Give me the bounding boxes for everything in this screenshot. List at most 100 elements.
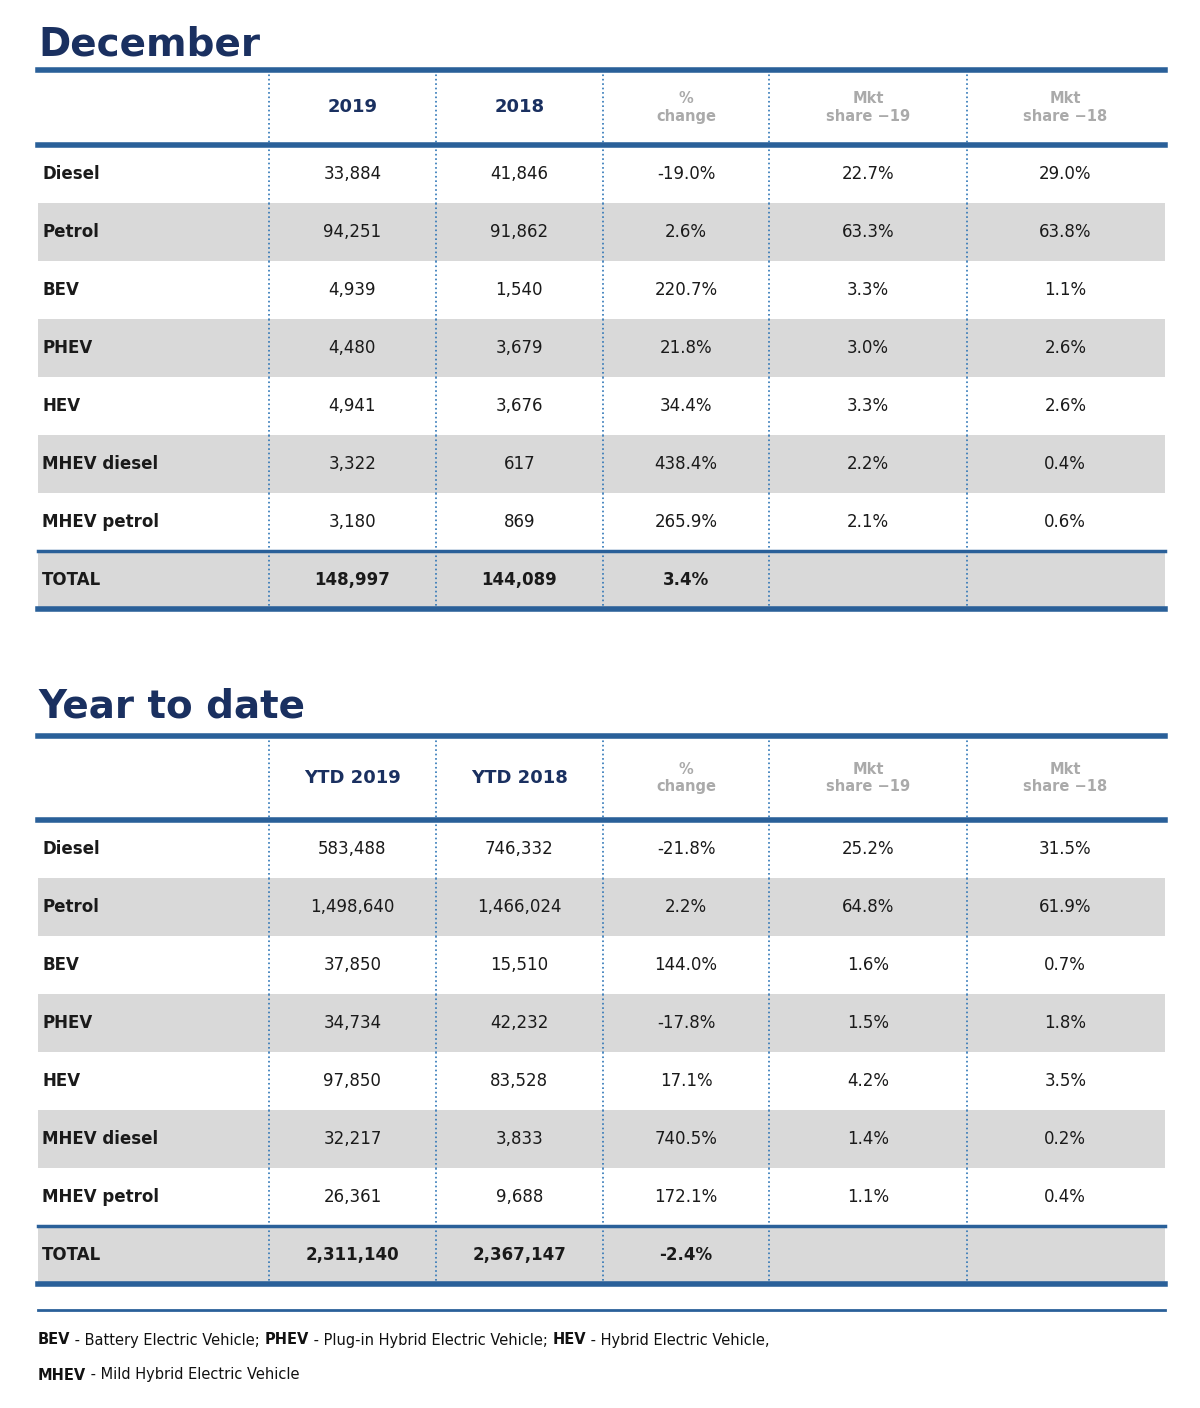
Text: 1.6%: 1.6% — [847, 956, 889, 974]
Text: 9,688: 9,688 — [496, 1188, 542, 1207]
Text: 4,939: 4,939 — [329, 282, 376, 298]
Text: 3,322: 3,322 — [329, 455, 377, 473]
Text: BEV: BEV — [42, 282, 79, 298]
Text: 31.5%: 31.5% — [1039, 841, 1092, 857]
Text: 26,361: 26,361 — [323, 1188, 382, 1207]
Text: 3.4%: 3.4% — [662, 572, 709, 589]
Text: - Mild Hybrid Electric Vehicle: - Mild Hybrid Electric Vehicle — [86, 1367, 300, 1383]
Text: MHEV: MHEV — [38, 1367, 86, 1383]
Text: 3.3%: 3.3% — [847, 397, 889, 415]
Text: Year to date: Year to date — [38, 687, 305, 725]
Text: -17.8%: -17.8% — [656, 1014, 715, 1032]
Text: 4.2%: 4.2% — [847, 1071, 889, 1090]
Text: 2,367,147: 2,367,147 — [473, 1246, 566, 1264]
Text: 3,676: 3,676 — [496, 397, 542, 415]
Text: 220.7%: 220.7% — [654, 282, 718, 298]
Text: HEV: HEV — [42, 397, 80, 415]
Text: 21.8%: 21.8% — [660, 339, 713, 358]
Text: Diesel: Diesel — [42, 165, 100, 183]
Text: 3.0%: 3.0% — [847, 339, 889, 358]
Text: - Battery Electric Vehicle;: - Battery Electric Vehicle; — [71, 1332, 265, 1347]
Text: 91,862: 91,862 — [490, 222, 548, 241]
Text: 3.5%: 3.5% — [1044, 1071, 1086, 1090]
Text: 2.2%: 2.2% — [847, 455, 889, 473]
Text: MHEV diesel: MHEV diesel — [42, 1131, 158, 1148]
Text: 2,311,140: 2,311,140 — [306, 1246, 400, 1264]
Text: 63.8%: 63.8% — [1039, 222, 1092, 241]
Text: 37,850: 37,850 — [324, 956, 382, 974]
Text: 4,941: 4,941 — [329, 397, 376, 415]
Text: 2.6%: 2.6% — [1044, 397, 1086, 415]
Text: 2.2%: 2.2% — [665, 898, 707, 917]
Text: YTD 2019: YTD 2019 — [304, 769, 401, 787]
Text: -21.8%: -21.8% — [656, 841, 715, 857]
Text: YTD 2018: YTD 2018 — [470, 769, 568, 787]
Text: 1.1%: 1.1% — [1044, 282, 1086, 298]
Text: 0.6%: 0.6% — [1044, 513, 1086, 531]
Text: 740.5%: 740.5% — [654, 1131, 718, 1148]
Text: 0.4%: 0.4% — [1044, 455, 1086, 473]
Text: TOTAL: TOTAL — [42, 1246, 101, 1264]
Text: 746,332: 746,332 — [485, 841, 553, 857]
Text: 438.4%: 438.4% — [654, 455, 718, 473]
Text: 1,466,024: 1,466,024 — [476, 898, 562, 917]
Text: MHEV petrol: MHEV petrol — [42, 513, 158, 531]
Text: 29.0%: 29.0% — [1039, 165, 1092, 183]
Text: 94,251: 94,251 — [323, 222, 382, 241]
Text: Petrol: Petrol — [42, 222, 98, 241]
Text: 34.4%: 34.4% — [660, 397, 713, 415]
Text: TOTAL: TOTAL — [42, 572, 101, 589]
Text: 869: 869 — [504, 513, 535, 531]
Text: 64.8%: 64.8% — [842, 898, 894, 917]
Text: 1.8%: 1.8% — [1044, 1014, 1086, 1032]
Text: 83,528: 83,528 — [490, 1071, 548, 1090]
Text: 97,850: 97,850 — [324, 1071, 382, 1090]
Text: 1.5%: 1.5% — [847, 1014, 889, 1032]
Text: 0.2%: 0.2% — [1044, 1131, 1086, 1148]
Text: 583,488: 583,488 — [318, 841, 386, 857]
Text: PHEV: PHEV — [265, 1332, 310, 1347]
Text: 4,480: 4,480 — [329, 339, 376, 358]
Text: 0.7%: 0.7% — [1044, 956, 1086, 974]
Text: 2.1%: 2.1% — [847, 513, 889, 531]
Text: - Hybrid Electric Vehicle,: - Hybrid Electric Vehicle, — [587, 1332, 770, 1347]
Text: 3,180: 3,180 — [329, 513, 377, 531]
Text: 34,734: 34,734 — [323, 1014, 382, 1032]
Text: MHEV diesel: MHEV diesel — [42, 455, 158, 473]
Text: 2.6%: 2.6% — [1044, 339, 1086, 358]
Text: 61.9%: 61.9% — [1039, 898, 1092, 917]
Text: Mkt
share −18: Mkt share −18 — [1024, 92, 1108, 124]
Text: Mkt
share −19: Mkt share −19 — [826, 762, 910, 794]
Text: 1,540: 1,540 — [496, 282, 542, 298]
Text: 265.9%: 265.9% — [654, 513, 718, 531]
Text: 15,510: 15,510 — [490, 956, 548, 974]
Text: HEV: HEV — [553, 1332, 587, 1347]
Text: Mkt
share −18: Mkt share −18 — [1024, 762, 1108, 794]
Text: 41,846: 41,846 — [491, 165, 548, 183]
Text: 3,833: 3,833 — [496, 1131, 544, 1148]
Text: Mkt
share −19: Mkt share −19 — [826, 92, 910, 124]
Text: BEV: BEV — [42, 956, 79, 974]
Text: %
change: % change — [656, 92, 716, 124]
Text: 32,217: 32,217 — [323, 1131, 382, 1148]
Text: - Plug-in Hybrid Electric Vehicle;: - Plug-in Hybrid Electric Vehicle; — [310, 1332, 553, 1347]
Text: 1.4%: 1.4% — [847, 1131, 889, 1148]
Text: Petrol: Petrol — [42, 898, 98, 917]
Text: BEV: BEV — [38, 1332, 71, 1347]
Text: 0.4%: 0.4% — [1044, 1188, 1086, 1207]
Text: 148,997: 148,997 — [314, 572, 390, 589]
Text: 17.1%: 17.1% — [660, 1071, 713, 1090]
Text: December: December — [38, 25, 260, 63]
Text: PHEV: PHEV — [42, 339, 92, 358]
Text: -2.4%: -2.4% — [660, 1246, 713, 1264]
Text: 2019: 2019 — [328, 99, 378, 117]
Text: 63.3%: 63.3% — [841, 222, 894, 241]
Text: HEV: HEV — [42, 1071, 80, 1090]
Text: 3,679: 3,679 — [496, 339, 542, 358]
Text: 3.3%: 3.3% — [847, 282, 889, 298]
Text: 144.0%: 144.0% — [654, 956, 718, 974]
Text: 42,232: 42,232 — [490, 1014, 548, 1032]
Text: 2.6%: 2.6% — [665, 222, 707, 241]
Text: 617: 617 — [504, 455, 535, 473]
Text: -19.0%: -19.0% — [656, 165, 715, 183]
